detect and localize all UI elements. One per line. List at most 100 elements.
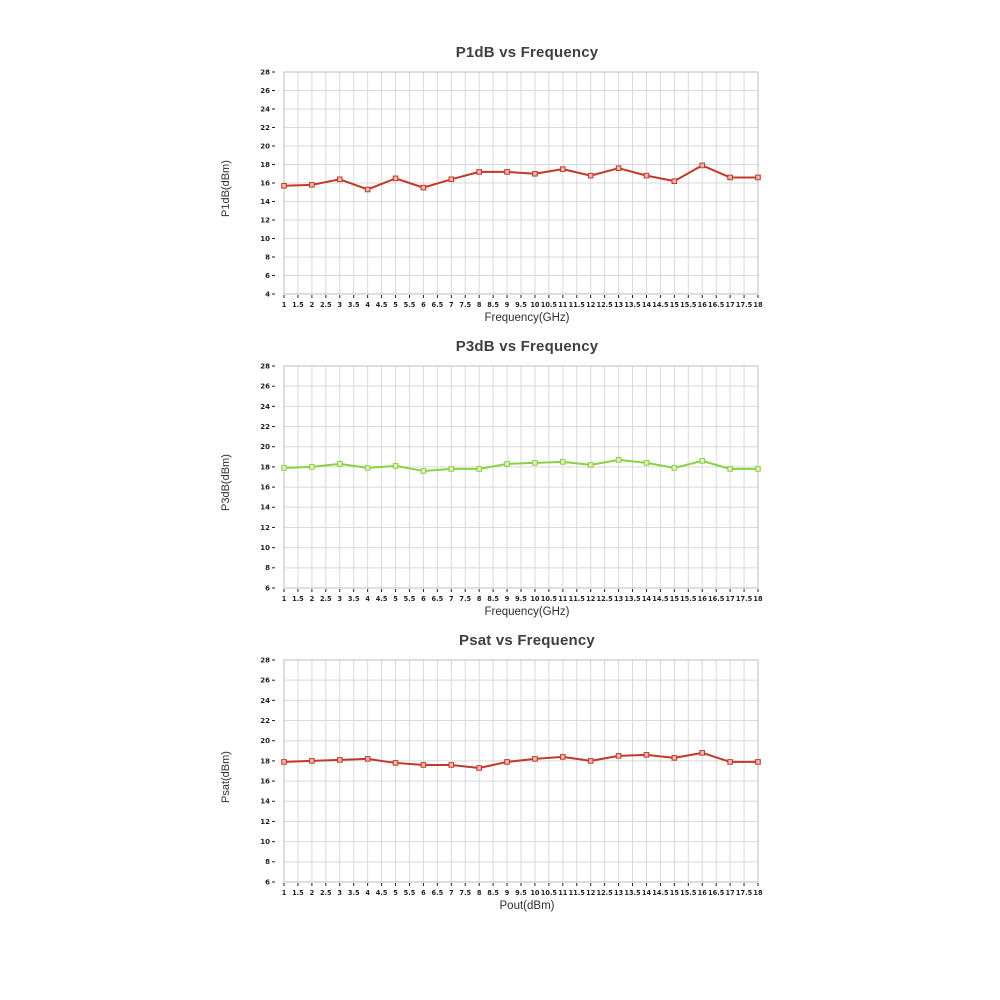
svg-text:6.5: 6.5 (432, 595, 444, 603)
svg-text:16: 16 (698, 301, 708, 309)
chart-psat: Psat vs Frequency Psat(dBm) 6 8 10 12 14 16 18… (220, 632, 780, 912)
svg-text:17.5: 17.5 (736, 889, 753, 897)
svg-text:15: 15 (670, 595, 680, 603)
svg-text:12: 12 (586, 301, 596, 309)
svg-text:1: 1 (282, 595, 287, 603)
svg-text:12: 12 (260, 818, 270, 826)
svg-text:12: 12 (260, 524, 270, 532)
svg-text:3: 3 (337, 595, 342, 603)
svg-text:24: 24 (260, 403, 270, 411)
svg-text:15.5: 15.5 (680, 595, 697, 603)
svg-text:26: 26 (260, 677, 270, 685)
svg-text:5.5: 5.5 (404, 301, 416, 309)
svg-text:10: 10 (530, 301, 540, 309)
svg-text:22: 22 (260, 124, 270, 132)
svg-text:22: 22 (260, 717, 270, 725)
svg-text:2: 2 (310, 595, 315, 603)
svg-text:9: 9 (505, 889, 510, 897)
svg-text:8: 8 (477, 595, 482, 603)
x-axis-label-p1db: Frequency(GHz) (484, 312, 570, 324)
svg-text:12: 12 (260, 216, 270, 224)
x-axis-label-psat: Pout(dBm) (499, 900, 555, 912)
svg-text:7.5: 7.5 (459, 595, 471, 603)
svg-text:7: 7 (449, 301, 454, 309)
svg-text:10: 10 (530, 889, 540, 897)
svg-text:8.5: 8.5 (487, 301, 499, 309)
svg-text:8.5: 8.5 (487, 595, 499, 603)
svg-text:28: 28 (260, 362, 270, 370)
svg-text:16.5: 16.5 (708, 301, 725, 309)
svg-text:26: 26 (260, 87, 270, 95)
svg-text:11.5: 11.5 (569, 889, 586, 897)
chart-title-p3db: P3dB vs Frequency (455, 338, 599, 355)
svg-text:8: 8 (265, 564, 270, 572)
svg-text:4: 4 (365, 595, 370, 603)
svg-text:14: 14 (260, 198, 270, 206)
svg-text:6: 6 (421, 889, 426, 897)
svg-text:10.5: 10.5 (541, 889, 558, 897)
svg-text:14.5: 14.5 (652, 889, 669, 897)
svg-text:17: 17 (726, 595, 736, 603)
svg-text:11.5: 11.5 (569, 595, 586, 603)
svg-text:10.5: 10.5 (541, 301, 558, 309)
chart-body-psat: Psat(dBm) 6 8 10 12 14 16 18 20 22 24 26 28 1 1.5 2 2.5… (220, 655, 780, 899)
svg-text:4.5: 4.5 (376, 301, 388, 309)
svg-text:18: 18 (753, 301, 763, 309)
svg-text:20: 20 (260, 443, 270, 451)
svg-text:8.5: 8.5 (487, 889, 499, 897)
svg-text:13.5: 13.5 (624, 595, 641, 603)
svg-text:14.5: 14.5 (652, 595, 669, 603)
svg-text:26: 26 (260, 383, 270, 391)
y-axis-label-p3db: P3dB(dBm) (220, 454, 232, 512)
svg-text:2.5: 2.5 (320, 595, 332, 603)
svg-text:5.5: 5.5 (404, 595, 416, 603)
chart-body-p1db: P1dB(dBm) 4 6 8 10 12 14 16 18 20 22 24 26 28 1 1.5 2 2.… (220, 67, 780, 311)
svg-text:7: 7 (449, 889, 454, 897)
svg-text:16: 16 (260, 777, 270, 785)
svg-text:12.5: 12.5 (597, 595, 614, 603)
svg-text:11: 11 (558, 595, 568, 603)
svg-text:14.5: 14.5 (652, 301, 669, 309)
svg-text:12: 12 (586, 595, 596, 603)
svg-text:6.5: 6.5 (432, 889, 444, 897)
svg-text:14: 14 (260, 798, 270, 806)
svg-text:18: 18 (260, 463, 270, 471)
svg-text:13.5: 13.5 (624, 889, 641, 897)
svg-text:5.5: 5.5 (404, 889, 416, 897)
chart-title-p1db: P1dB vs Frequency (455, 44, 599, 61)
svg-text:8: 8 (265, 858, 270, 866)
svg-text:1: 1 (282, 889, 287, 897)
svg-text:2.5: 2.5 (320, 889, 332, 897)
svg-text:5: 5 (393, 889, 398, 897)
svg-text:8: 8 (265, 253, 270, 261)
svg-text:16: 16 (698, 889, 708, 897)
svg-text:10: 10 (260, 235, 270, 243)
svg-text:13.5: 13.5 (624, 301, 641, 309)
svg-text:13: 13 (614, 301, 624, 309)
chart-p1db: P1dB vs Frequency P1dB(dBm) 4 6 8 10 12 14 16 1… (220, 44, 780, 324)
svg-text:7: 7 (449, 595, 454, 603)
svg-text:12.5: 12.5 (597, 301, 614, 309)
svg-text:2: 2 (310, 889, 315, 897)
x-axis-label-p3db: Frequency(GHz) (484, 606, 570, 618)
svg-text:2.5: 2.5 (320, 301, 332, 309)
svg-text:13: 13 (614, 889, 624, 897)
svg-text:3.5: 3.5 (348, 889, 360, 897)
svg-text:6: 6 (265, 878, 270, 886)
svg-text:17.5: 17.5 (736, 595, 753, 603)
svg-text:1.5: 1.5 (292, 301, 304, 309)
svg-text:20: 20 (260, 142, 270, 150)
svg-text:4: 4 (265, 290, 270, 298)
svg-text:20: 20 (260, 737, 270, 745)
svg-text:18: 18 (260, 161, 270, 169)
svg-text:16: 16 (260, 179, 270, 187)
svg-text:8: 8 (477, 301, 482, 309)
svg-text:28: 28 (260, 656, 270, 664)
svg-text:3: 3 (337, 889, 342, 897)
svg-text:14: 14 (642, 301, 652, 309)
chart-p3db: P3dB vs Frequency P3dB(dBm) 6 8 10 12 14 16 18… (220, 338, 780, 618)
svg-text:15.5: 15.5 (680, 301, 697, 309)
svg-text:16: 16 (698, 595, 708, 603)
